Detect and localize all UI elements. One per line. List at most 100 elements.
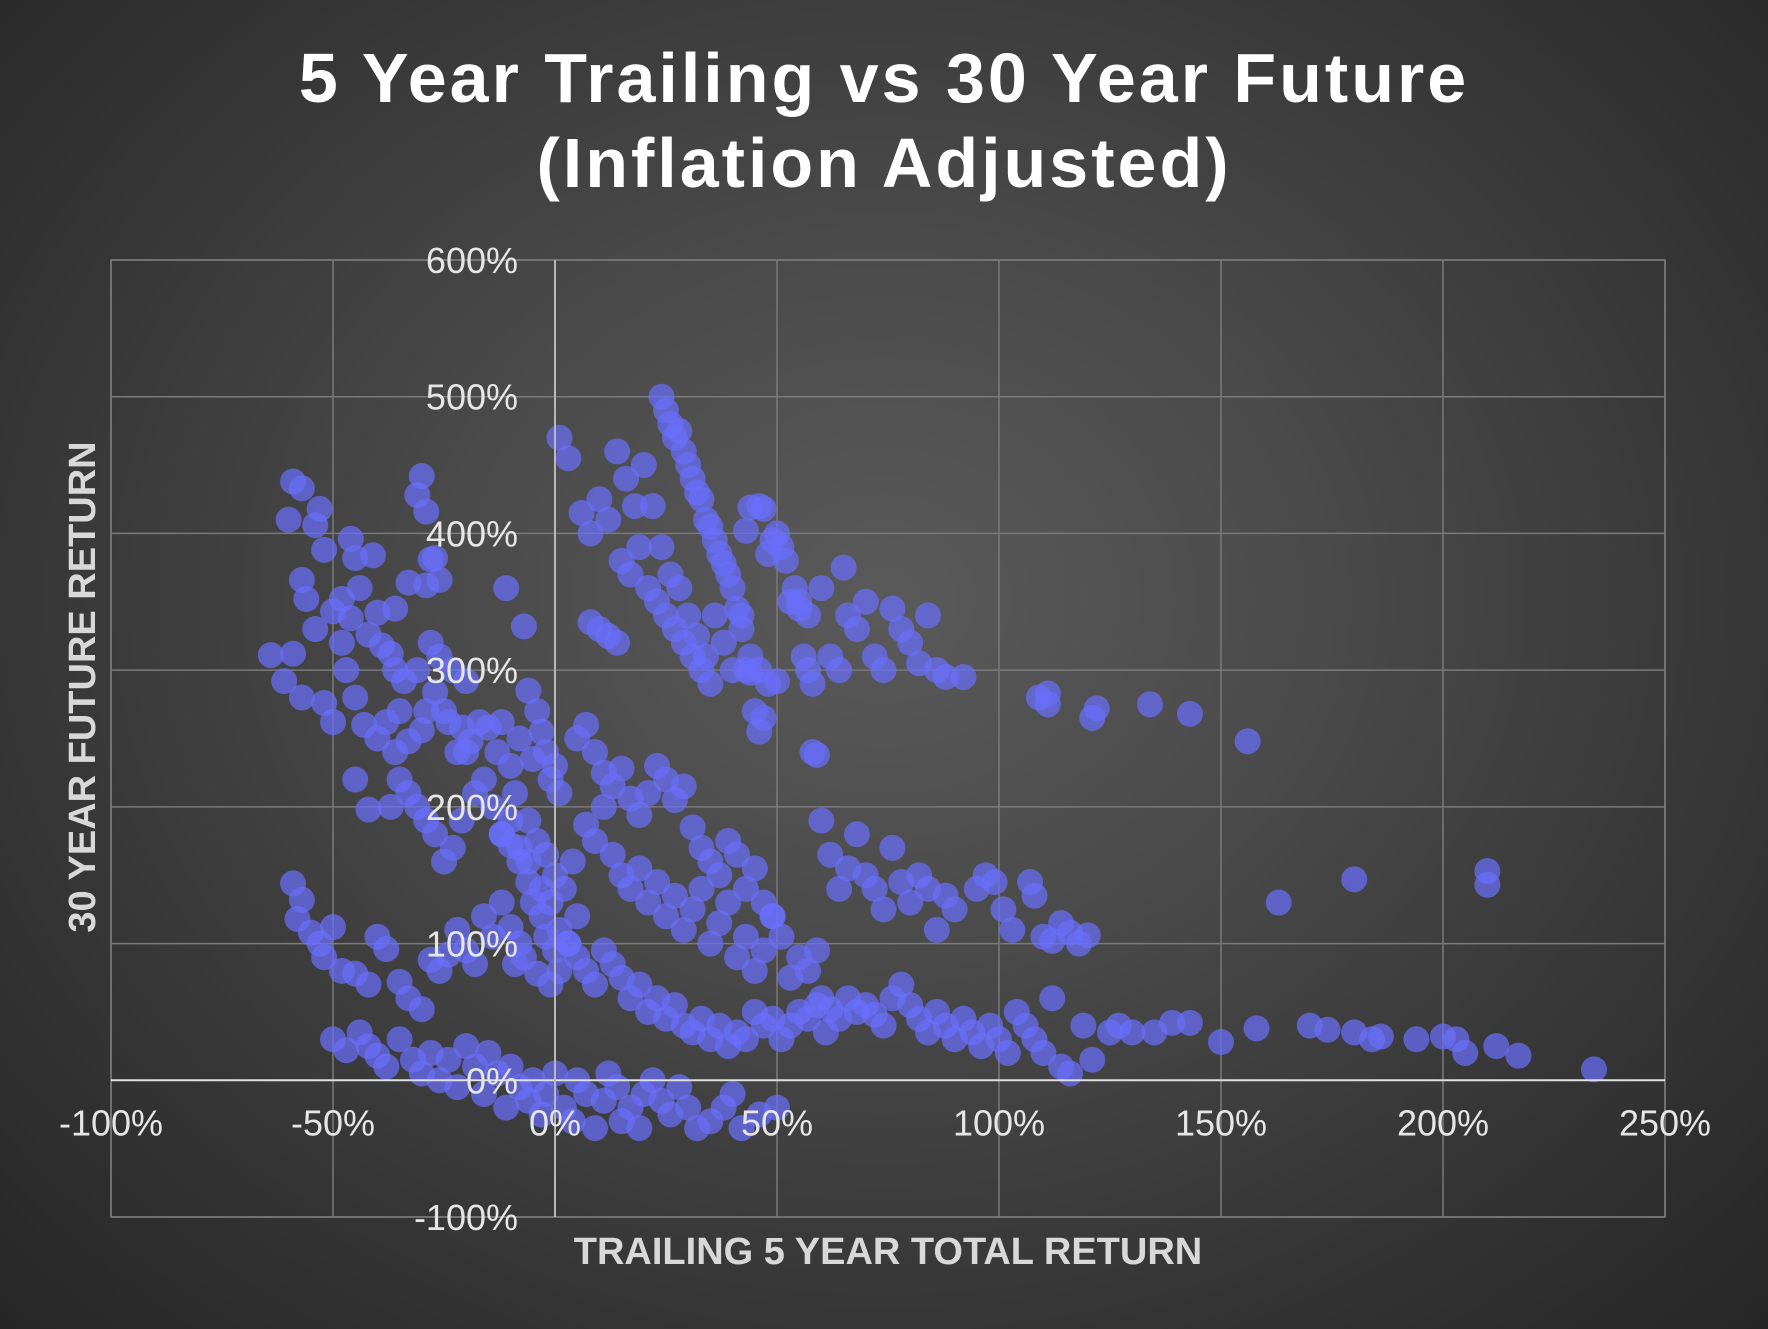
data-point — [502, 780, 529, 807]
data-point — [288, 475, 315, 502]
data-point — [439, 834, 466, 861]
data-point — [288, 684, 315, 711]
data-point — [626, 971, 653, 998]
data-point — [732, 1026, 759, 1053]
data-point — [803, 741, 830, 768]
data-point — [879, 595, 906, 622]
data-point — [1176, 1009, 1203, 1036]
data-point — [1119, 1019, 1146, 1046]
data-point — [355, 971, 382, 998]
data-point — [772, 547, 799, 574]
data-point — [470, 766, 497, 793]
data-point — [373, 1053, 400, 1080]
data-point — [661, 992, 688, 1019]
data-point — [386, 1026, 413, 1053]
data-point — [808, 575, 835, 602]
data-point — [621, 493, 648, 520]
data-point — [1208, 1029, 1234, 1056]
data-point — [741, 957, 768, 984]
data-point — [462, 951, 489, 978]
data-point — [764, 668, 790, 695]
x-tick-labels: -100% -50% 0% 50% 100% 150% 200% 250% — [59, 1102, 1711, 1143]
data-point — [1341, 866, 1368, 893]
data-point — [750, 937, 777, 964]
data-point — [448, 807, 475, 834]
data-point — [533, 1080, 560, 1107]
data-point — [768, 923, 795, 950]
chart-title: 5 Year Trailing vs 30 Year Future (Infla… — [299, 39, 1466, 202]
data-point — [577, 520, 604, 547]
data-point — [1039, 985, 1066, 1012]
data-point — [386, 698, 413, 725]
data-point — [1452, 1039, 1479, 1066]
data-point — [488, 709, 515, 736]
data-point — [506, 725, 533, 752]
data-point — [799, 670, 826, 697]
data-point — [435, 1046, 462, 1073]
data-point — [590, 793, 617, 820]
data-point — [1021, 882, 1048, 909]
data-point — [515, 807, 542, 834]
data-point — [803, 937, 830, 964]
data-point — [1030, 1039, 1057, 1066]
data-point — [999, 916, 1026, 943]
data-point — [595, 506, 622, 533]
data-point — [688, 875, 715, 902]
data-point — [879, 834, 906, 861]
data-point — [280, 640, 307, 667]
data-point — [653, 903, 679, 930]
data-point — [581, 971, 608, 998]
data-point — [843, 821, 870, 848]
data-point — [382, 595, 409, 622]
data-point — [608, 755, 635, 782]
data-point — [502, 951, 529, 978]
data-point — [408, 996, 435, 1023]
data-point — [404, 657, 431, 684]
data-point — [1505, 1042, 1532, 1069]
x-tick-label: 0% — [529, 1102, 581, 1143]
data-point — [311, 944, 338, 971]
data-point — [897, 629, 924, 656]
data-point — [661, 882, 688, 909]
data-point — [377, 793, 404, 820]
data-point — [533, 841, 560, 868]
data-point — [1074, 922, 1101, 949]
data-point — [1079, 1046, 1106, 1073]
data-point — [706, 910, 733, 937]
data-point — [497, 1053, 524, 1080]
data-point — [724, 841, 751, 868]
data-point — [888, 971, 915, 998]
data-point — [493, 1094, 520, 1121]
data-point — [764, 1094, 790, 1121]
x-tick-label: -50% — [291, 1102, 375, 1143]
data-point — [1057, 1060, 1084, 1087]
y-tick-label: 300% — [426, 650, 518, 691]
data-point — [732, 923, 759, 950]
data-point — [1483, 1033, 1510, 1060]
data-point — [1136, 691, 1163, 718]
data-point — [870, 896, 897, 923]
data-point — [444, 916, 471, 943]
data-point — [795, 602, 822, 629]
data-point — [311, 536, 338, 563]
data-point — [644, 869, 671, 896]
data-point — [581, 739, 608, 766]
data-point — [1403, 1026, 1430, 1053]
data-point — [639, 493, 666, 520]
data-point — [719, 575, 746, 602]
data-point — [670, 916, 697, 943]
x-tick-label: 50% — [741, 1102, 813, 1143]
data-point — [613, 465, 640, 492]
data-point — [741, 855, 768, 882]
data-point — [528, 718, 555, 745]
data-point — [817, 841, 844, 868]
y-tick-label: 500% — [426, 377, 518, 418]
data-point — [923, 916, 950, 943]
data-point — [506, 848, 533, 875]
data-point — [795, 957, 822, 984]
data-point — [950, 663, 977, 690]
data-point — [604, 629, 631, 656]
data-point — [941, 896, 968, 923]
data-point — [715, 889, 742, 916]
data-point — [342, 766, 369, 793]
